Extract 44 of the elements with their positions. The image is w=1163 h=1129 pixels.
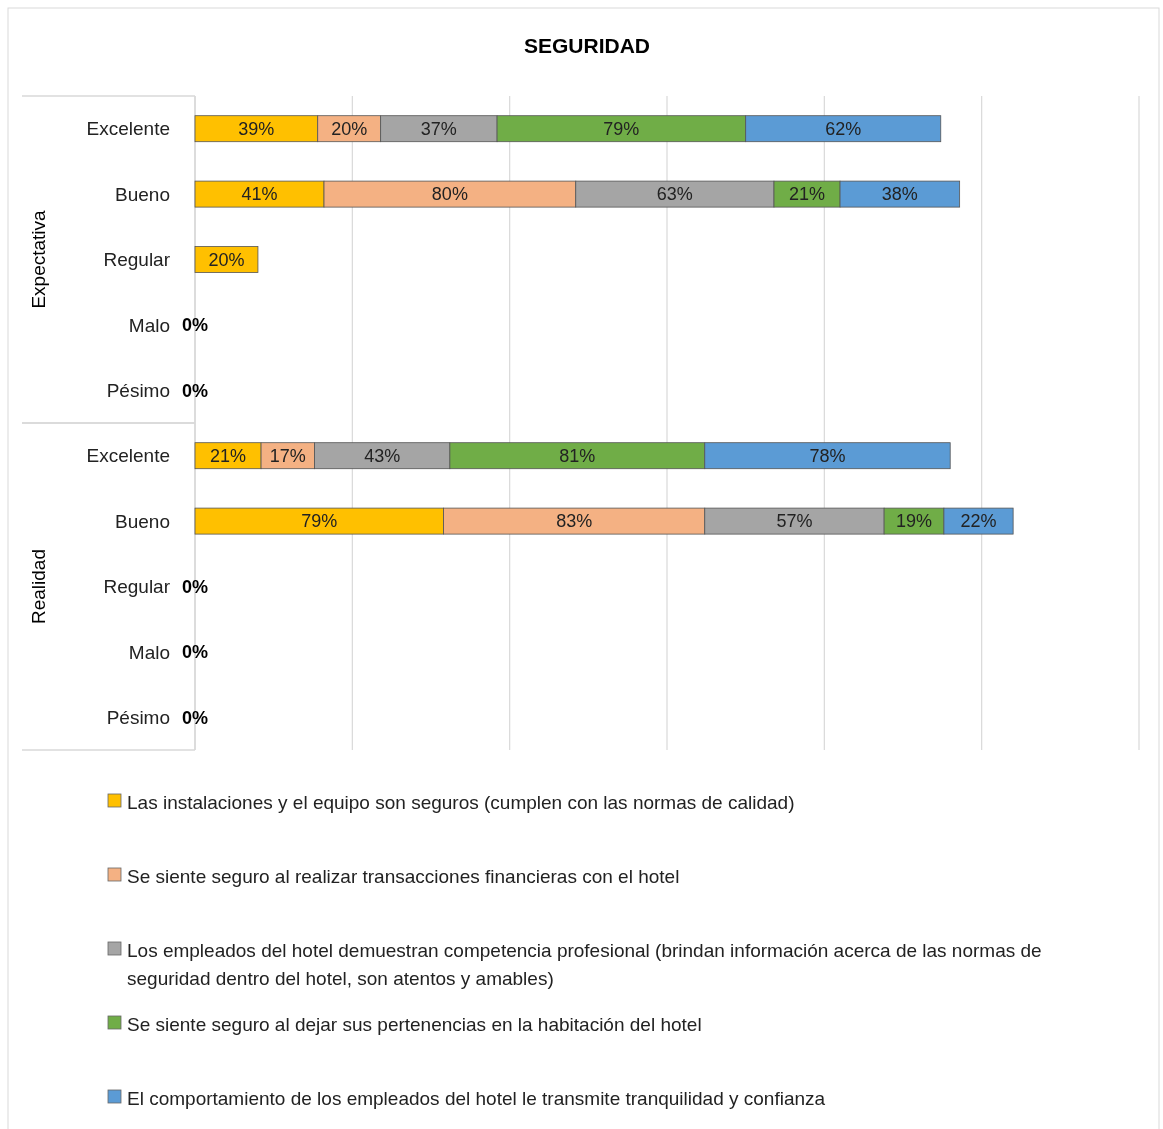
y-tick-label: Regular: [103, 249, 171, 271]
data-label: 0%: [181, 315, 209, 336]
y-tick-label: Bueno: [115, 183, 170, 205]
data-label: 63%: [656, 184, 693, 205]
data-label: 62%: [825, 119, 862, 139]
data-label: 21%: [789, 184, 826, 205]
data-label: 22%: [960, 511, 997, 532]
data-label: 0%: [181, 707, 209, 728]
data-label: 0%: [181, 642, 209, 663]
data-label: 39%: [238, 119, 275, 139]
y-tick-label: Pésimo: [106, 706, 170, 728]
data-label: 21%: [210, 446, 247, 466]
chart-title: SEGURIDAD: [523, 34, 651, 58]
text: Realidad: [27, 549, 49, 624]
data-label: 17%: [269, 446, 306, 466]
data-label: 37%: [420, 119, 457, 139]
y-tick-label: Malo: [128, 641, 170, 663]
data-label: 41%: [241, 184, 278, 205]
data-label: 57%: [776, 511, 813, 532]
data-label: 79%: [603, 119, 640, 139]
legend-label: Los empleados del hotel demuestran competencia profesional (brindan información acerca de las normas de seguridad dentro del hotel, son atentos y amables): [127, 939, 1042, 990]
data-label: 19%: [896, 511, 933, 532]
data-label: 79%: [301, 511, 338, 532]
legend-label: El comportamiento de los empleados del hotel le transmite tranquilidad y confianza: [127, 1087, 826, 1109]
y-tick-label: Malo: [128, 314, 170, 336]
legend-label: Las instalaciones y el equipo son seguros (cumplen con las normas de calidad): [127, 791, 795, 813]
data-label: 78%: [809, 446, 846, 466]
data-label: 43%: [364, 446, 401, 466]
y-tick-label: Excelente: [86, 118, 170, 140]
y-tick-label: Pésimo: [106, 379, 170, 401]
data-label: 38%: [881, 184, 918, 205]
data-label: 20%: [331, 119, 368, 139]
data-label: 83%: [556, 511, 593, 532]
legend-label: Se siente seguro al realizar transacciones financieras con el hotel: [127, 865, 680, 887]
data-label: 80%: [431, 184, 468, 205]
data-label: 0%: [181, 380, 209, 401]
data-label: 0%: [181, 576, 209, 597]
legend-label: Se siente seguro al dejar sus pertenencias en la habitación del hotel: [127, 1013, 702, 1035]
y-tick-label: Bueno: [115, 510, 170, 532]
y-tick-label: Regular: [103, 576, 171, 598]
data-label: 81%: [559, 446, 596, 466]
data-label: 20%: [208, 249, 245, 270]
text: Expectativa: [27, 209, 49, 309]
y-tick-label: Excelente: [86, 445, 170, 467]
